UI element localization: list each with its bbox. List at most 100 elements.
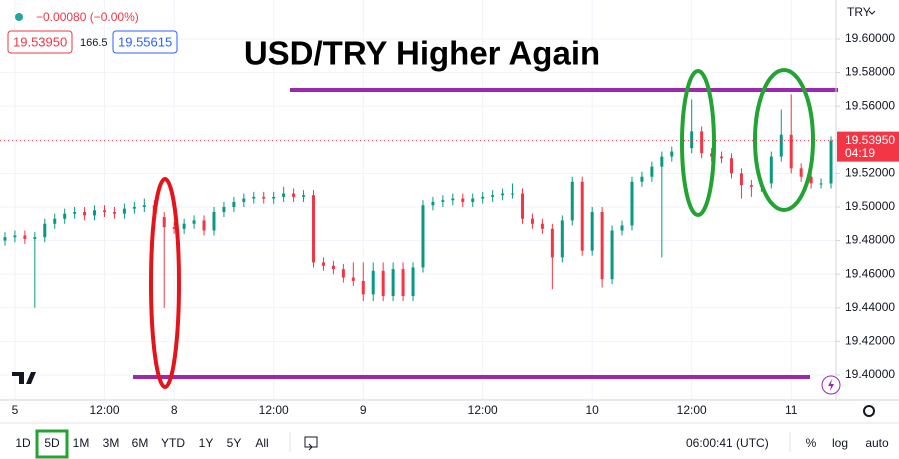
candle-body xyxy=(739,173,743,186)
range-button[interactable]: 6M xyxy=(132,436,149,450)
y-tick-label: 19.60000 xyxy=(845,31,895,45)
candle-body xyxy=(600,212,604,280)
range-button[interactable]: 1Y xyxy=(199,436,214,450)
candle-body xyxy=(242,198,246,202)
levels xyxy=(133,88,838,379)
status-dot xyxy=(15,13,23,21)
date-range-icon[interactable] xyxy=(304,436,318,451)
candle-body xyxy=(650,166,654,177)
candle-body xyxy=(103,210,106,213)
candle-body xyxy=(789,134,793,169)
candle-body xyxy=(590,212,594,251)
time-axis: 5 12:00 8 12:00 9 12:00 10 12:00 11 xyxy=(12,403,798,417)
candle-body xyxy=(162,217,166,228)
candle-body xyxy=(749,185,753,187)
currency[interactable]: TRY xyxy=(847,5,871,19)
x-tick-label: 12:00 xyxy=(677,403,707,417)
candle-body xyxy=(560,220,564,258)
y-tick-label: 19.46000 xyxy=(845,266,895,280)
candle-body xyxy=(302,195,306,197)
candle-body xyxy=(371,270,375,295)
toolbar: 1D 5D 1M 3M 6M YTD 1Y 5Y All% log auto xyxy=(15,429,889,459)
candles xyxy=(0,94,836,308)
candle-body xyxy=(292,193,296,197)
candle-body xyxy=(690,131,694,149)
range-button[interactable]: All xyxy=(255,436,268,450)
logo[interactable] xyxy=(12,372,36,384)
scale-option[interactable]: auto xyxy=(865,436,889,450)
range-button[interactable]: 3M xyxy=(103,436,120,450)
range-button[interactable]: 5D xyxy=(44,436,60,450)
candle-body xyxy=(53,218,57,224)
candle-body xyxy=(23,235,27,239)
candle-body xyxy=(491,195,495,197)
candle-body xyxy=(431,201,435,206)
candle-body xyxy=(779,134,783,157)
ask-price[interactable]: 19.55615 xyxy=(118,34,172,49)
last-price-label: 19.53950 xyxy=(845,133,895,147)
candle-body xyxy=(13,235,17,238)
x-tick-label: 12:00 xyxy=(259,403,289,417)
candle-body xyxy=(222,206,226,213)
scale-option[interactable]: log xyxy=(832,436,848,450)
candle-body xyxy=(401,269,405,297)
chart-title: USD/TRY Higher Again xyxy=(244,35,600,72)
bid-price[interactable]: 19.53950 xyxy=(13,34,67,49)
candle-body xyxy=(212,212,216,231)
y-tick-label: 19.42000 xyxy=(845,334,895,348)
candle-body xyxy=(232,201,236,207)
candle-body xyxy=(710,153,714,157)
candle-body xyxy=(93,210,97,216)
candle-body xyxy=(580,181,584,251)
range-button[interactable]: 1D xyxy=(15,436,31,450)
ask-box[interactable] xyxy=(112,30,178,54)
candle-body xyxy=(33,237,37,239)
candle-body xyxy=(670,151,674,157)
candle-body xyxy=(192,220,196,224)
alert-bolt xyxy=(828,379,834,391)
active-range-box[interactable] xyxy=(35,429,69,459)
candle-body xyxy=(351,277,355,281)
candle-body xyxy=(501,193,505,196)
candle-body xyxy=(381,270,385,297)
candle-body xyxy=(3,237,7,241)
price-change: −0.00080 (−0.00%) xyxy=(36,10,139,24)
y-tick-label: 19.50000 xyxy=(845,199,895,213)
candle-body xyxy=(720,156,724,159)
candle-body xyxy=(461,198,465,202)
candle-body xyxy=(809,176,813,184)
candle-body xyxy=(441,200,445,202)
scale-option[interactable]: % xyxy=(806,436,817,450)
x-tick-label: 12:00 xyxy=(89,403,119,417)
candle-body xyxy=(630,181,634,226)
range-button[interactable]: 1M xyxy=(73,436,90,450)
candle-body xyxy=(471,198,475,202)
bid-box[interactable] xyxy=(7,30,73,54)
currency-chevron[interactable] xyxy=(868,10,876,15)
x-tick-label: 8 xyxy=(171,403,178,417)
candle-body xyxy=(43,223,47,238)
candle-body xyxy=(361,280,365,295)
candle-body xyxy=(341,269,345,278)
range-button[interactable]: YTD xyxy=(161,436,185,450)
candle-body xyxy=(202,220,206,231)
candle-body xyxy=(312,195,315,263)
candle-body xyxy=(252,196,256,199)
candle-body xyxy=(819,183,823,185)
highlight-ellipse xyxy=(149,177,181,389)
candle-body xyxy=(142,205,146,207)
candle-body xyxy=(530,218,534,224)
candle-body xyxy=(63,213,67,219)
candle-body xyxy=(610,230,614,280)
candle-body xyxy=(511,193,515,195)
candle-body xyxy=(262,196,266,199)
candle-body xyxy=(421,205,425,268)
settings-icon[interactable] xyxy=(863,405,875,417)
candle-body xyxy=(620,225,624,231)
candle-body xyxy=(829,140,833,184)
candle-body xyxy=(550,228,554,258)
x-tick-label: 9 xyxy=(360,403,367,417)
range-button[interactable]: 5Y xyxy=(227,436,242,450)
x-tick-label: 5 xyxy=(12,403,19,417)
